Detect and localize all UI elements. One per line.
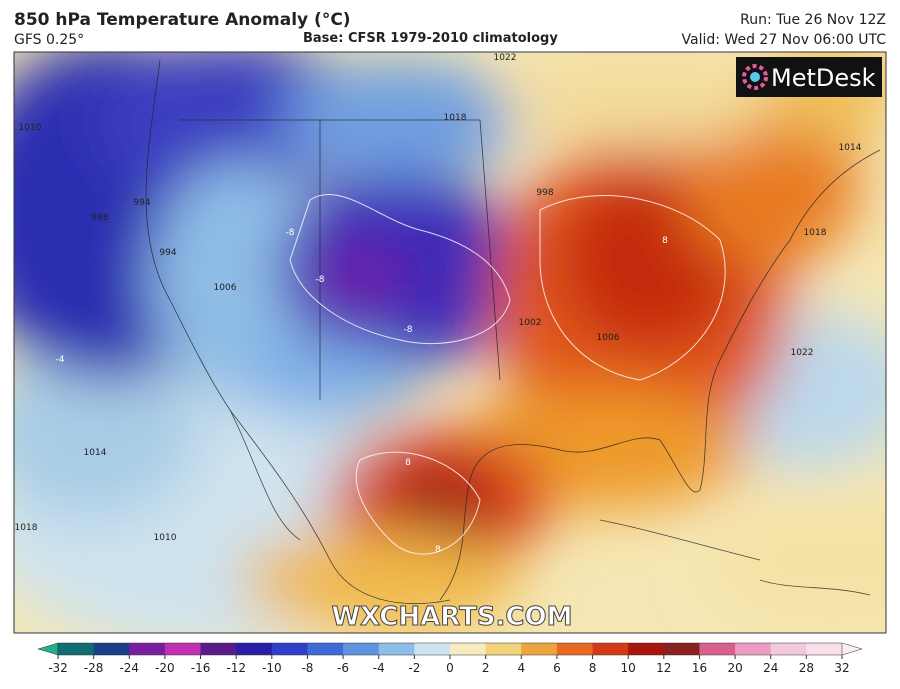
contour-label: 994	[159, 248, 176, 258]
contour-label: -4	[56, 355, 65, 365]
colorbar-bin	[735, 643, 772, 655]
contour-label: 8	[435, 545, 441, 555]
contour-label: 8	[662, 236, 668, 246]
colorbar-tick-label: -16	[191, 661, 211, 675]
colorbar-bin	[271, 643, 308, 655]
colorbar-bin	[129, 643, 166, 655]
colorbar-bin	[770, 643, 807, 655]
colorbar-tick-label: 28	[799, 661, 814, 675]
colorbar-bin	[164, 643, 202, 655]
colorbar-tick-label: -24	[119, 661, 139, 675]
contour-label: 1006	[597, 333, 620, 343]
colorbar-tick-label: -20	[155, 661, 175, 675]
anomaly-field: 1010 1014 1018 1022 1018 1006 994 998 1002 1006 99…	[14, 52, 886, 633]
colorbar-tick-label: -8	[301, 661, 313, 675]
contour-label: 1018	[444, 113, 467, 123]
coastlines	[145, 59, 881, 605]
colorbar-tick-label: 0	[446, 661, 454, 675]
colorbar-bin	[485, 643, 522, 655]
contour-label: 1018	[15, 523, 38, 533]
colorbar-bin	[307, 643, 344, 655]
colorbar: -32 -28 -24 -20 -16 -12 -10 -8 -6 -4 -2 0 2 4 6 8 10 12 16…	[37, 642, 863, 675]
contour-label: 998	[536, 188, 553, 198]
contour-label: 1022	[791, 348, 814, 358]
contour-label: 1022	[494, 53, 517, 63]
watermark: WXCHARTS.COM	[331, 602, 572, 632]
contour-label: 998	[91, 213, 108, 223]
colorbar-bin	[236, 643, 273, 655]
run-label: Run: Tue 26 Nov 12Z	[740, 12, 886, 28]
colorbar-tick-label: 8	[589, 661, 597, 675]
colorbar-bin	[699, 643, 736, 655]
contour-label: 1018	[804, 228, 827, 238]
colorbar-tick-label: 6	[553, 661, 561, 675]
colorbar-tick-label: 4	[517, 661, 525, 675]
colorbar-extend-high	[841, 642, 863, 656]
contour-label: -8	[404, 325, 413, 335]
colorbar-bin	[806, 643, 843, 655]
colorbar-tick-label: 24	[763, 661, 778, 675]
valid-label: Valid: Wed 27 Nov 06:00 UTC	[681, 32, 886, 48]
contour-label: 1010	[154, 533, 177, 543]
colorbar-tick-label: -2	[408, 661, 420, 675]
colorbar-bin	[200, 643, 237, 655]
colorbar-extend-low	[37, 642, 59, 656]
colorbar-tick-label: -10	[262, 661, 282, 675]
colorbar-tick-label: 20	[727, 661, 742, 675]
contour-label: 1006	[214, 283, 237, 293]
colorbar-bin	[58, 643, 95, 655]
contour-label: 1002	[519, 318, 542, 328]
contour-label: 1014	[84, 448, 107, 458]
contour-label: -8	[316, 275, 325, 285]
logo-text: MetDesk	[771, 64, 876, 92]
colorbar-tick-label: 2	[482, 661, 490, 675]
map-title: 850 hPa Temperature Anomaly (°C)	[14, 10, 351, 30]
contour-label: -8	[286, 228, 295, 238]
colorbar-tick-label: -32	[48, 661, 68, 675]
colorbar-bin	[378, 643, 415, 655]
colorbar-tick-label: -4	[373, 661, 385, 675]
contour-label: 994	[133, 198, 150, 208]
colorbar-tick-label: -12	[226, 661, 246, 675]
base-label: Base: CFSR 1979-2010 climatology	[303, 31, 558, 46]
colorbar-bin	[521, 643, 558, 655]
colorbar-bin	[343, 643, 380, 655]
colorbar-tick-label: 12	[656, 661, 671, 675]
contour-label: 1014	[839, 143, 862, 153]
colorbar-bin	[450, 643, 487, 655]
colorbar-tick-label: 32	[834, 661, 849, 675]
colorbar-tick-label: 16	[692, 661, 707, 675]
colorbar-bin	[414, 643, 451, 655]
contour-label: 1010	[19, 123, 42, 133]
colorbar-bin	[663, 643, 700, 655]
colorbar-bin	[93, 643, 130, 655]
colorbar-bin	[628, 643, 665, 655]
contour-label: 8	[405, 458, 411, 468]
logo-icon	[742, 64, 768, 90]
colorbar-tick-label: -6	[337, 661, 349, 675]
colorbar-bin	[592, 643, 629, 655]
colorbar-tick-label: -28	[84, 661, 104, 675]
colorbar-bin	[556, 643, 594, 655]
model-label: GFS 0.25°	[14, 32, 85, 48]
colorbar-tick-label: 10	[621, 661, 636, 675]
logo-box	[736, 57, 882, 97]
